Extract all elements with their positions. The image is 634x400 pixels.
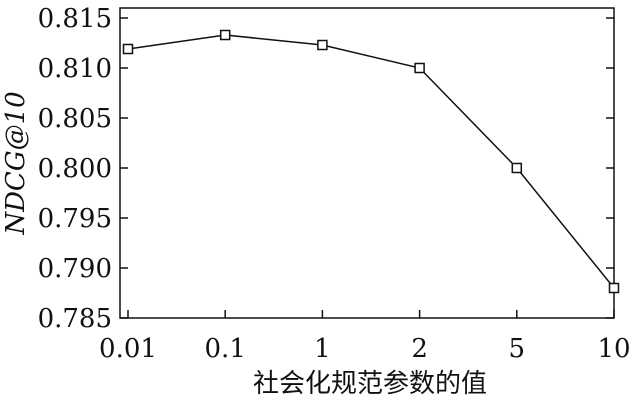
x-tick-label: 5 <box>509 334 526 364</box>
line <box>127 34 615 289</box>
y-tick-label: 0.785 <box>38 304 112 334</box>
marker <box>317 39 328 51</box>
y-tick-label: 0.790 <box>38 254 112 284</box>
y-tick-label: 0.815 <box>38 4 112 34</box>
x-tick-label: 0.1 <box>205 334 246 364</box>
x-tick-label: 2 <box>411 334 428 364</box>
y-tick-label: 0.805 <box>38 104 112 134</box>
y-axis-title: NDCG@10 <box>1 91 31 235</box>
x-tick-label: 0.01 <box>99 334 157 364</box>
marker <box>219 29 231 41</box>
marker <box>608 282 620 294</box>
x-tick-label: 10 <box>597 334 630 364</box>
x-tick-label: 1 <box>314 334 331 364</box>
marker <box>511 162 523 174</box>
y-tick-label: 0.810 <box>38 54 112 84</box>
y-tick-label: 0.795 <box>38 204 112 234</box>
y-tick-label: 0.800 <box>38 154 112 184</box>
x-axis-title: 社会化规范参数的值 <box>253 369 487 399</box>
marker <box>414 62 425 74</box>
marker <box>122 43 134 55</box>
plot-frame <box>119 7 615 319</box>
